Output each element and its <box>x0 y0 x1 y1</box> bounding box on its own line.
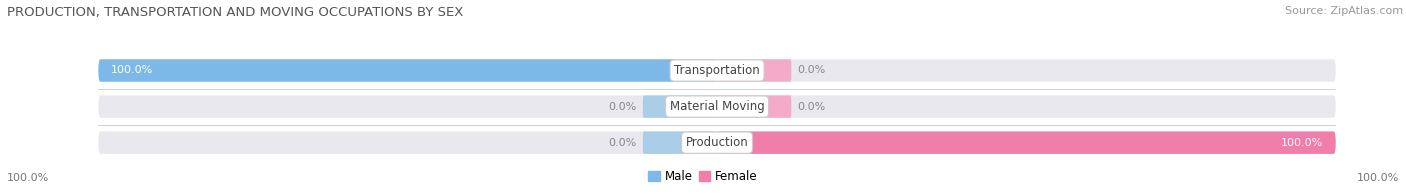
Text: 100.0%: 100.0% <box>7 173 49 183</box>
Text: 0.0%: 0.0% <box>609 138 637 148</box>
Text: 100.0%: 100.0% <box>1281 138 1323 148</box>
FancyBboxPatch shape <box>717 59 792 82</box>
FancyBboxPatch shape <box>98 59 1336 82</box>
Legend: Male, Female: Male, Female <box>644 166 762 188</box>
FancyBboxPatch shape <box>643 95 717 118</box>
Text: Material Moving: Material Moving <box>669 100 765 113</box>
Text: Transportation: Transportation <box>675 64 759 77</box>
Text: 0.0%: 0.0% <box>797 65 825 75</box>
FancyBboxPatch shape <box>98 95 1336 118</box>
Text: 0.0%: 0.0% <box>609 102 637 112</box>
FancyBboxPatch shape <box>717 132 1336 154</box>
FancyBboxPatch shape <box>717 95 792 118</box>
Text: Production: Production <box>686 136 748 149</box>
Text: Source: ZipAtlas.com: Source: ZipAtlas.com <box>1285 6 1403 16</box>
Text: 0.0%: 0.0% <box>797 102 825 112</box>
Text: PRODUCTION, TRANSPORTATION AND MOVING OCCUPATIONS BY SEX: PRODUCTION, TRANSPORTATION AND MOVING OC… <box>7 6 464 19</box>
FancyBboxPatch shape <box>98 59 717 82</box>
Text: 100.0%: 100.0% <box>1357 173 1399 183</box>
FancyBboxPatch shape <box>98 132 1336 154</box>
FancyBboxPatch shape <box>643 132 717 154</box>
Text: 100.0%: 100.0% <box>111 65 153 75</box>
